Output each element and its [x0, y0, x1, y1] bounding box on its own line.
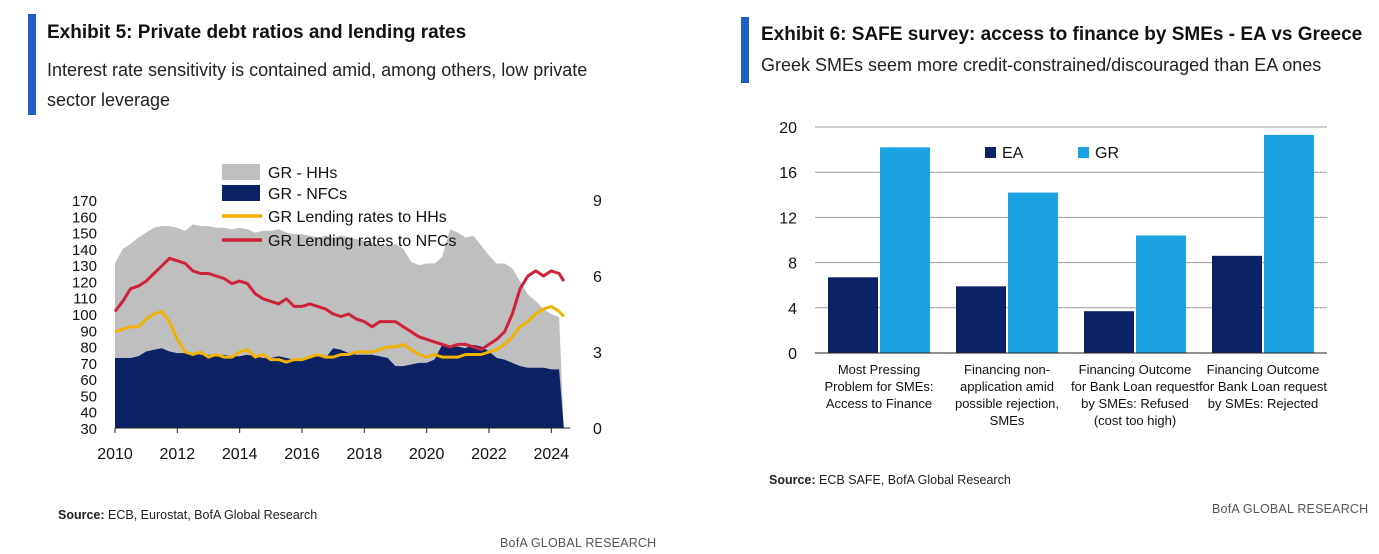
series-line-rates-nfcs — [113, 256, 566, 351]
bar-gr — [1008, 192, 1058, 353]
y-tick-label: 8 — [788, 256, 797, 273]
bar-gr — [1136, 235, 1186, 353]
y-left-tick-label: 70 — [80, 356, 97, 373]
x-tick-label: 2016 — [284, 446, 320, 463]
legend-label: GR Lending rates to HHs — [268, 209, 447, 226]
y-right-tick-label: 0 — [593, 421, 602, 438]
bar-gr — [1264, 134, 1314, 353]
y-left-tick-label: 120 — [72, 274, 97, 291]
source-note: Source: ECB, Eurostat, BofA Global Resea… — [58, 508, 317, 522]
exhibit-6-panel: Exhibit 6: SAFE survey: access to financ… — [700, 0, 1379, 554]
x-category-label: for Bank Loan request — [1071, 379, 1199, 394]
y-left-tick-label: 130 — [72, 258, 97, 275]
y-tick-label: 4 — [788, 301, 797, 318]
y-left-tick-label: 30 — [80, 421, 97, 438]
x-tick-label: 2010 — [97, 446, 133, 463]
y-left-tick-label: 110 — [73, 291, 97, 308]
y-tick-label: 16 — [779, 165, 797, 182]
x-tick-label: 2020 — [409, 446, 445, 463]
y-tick-label: 0 — [788, 346, 797, 363]
bar-ea — [828, 277, 878, 353]
legend-label: GR - HHs — [268, 165, 337, 182]
footer-brand: BofA GLOBAL RESEARCH — [500, 536, 657, 550]
x-tick-label: 2022 — [471, 446, 507, 463]
legend-swatch — [222, 164, 260, 180]
footer-brand: BofA GLOBAL RESEARCH — [1212, 502, 1369, 516]
bar-ea — [1212, 255, 1262, 353]
y-left-tick-label: 150 — [72, 226, 97, 243]
legend-label: GR - NFCs — [268, 186, 347, 203]
y-tick-label: 12 — [779, 210, 797, 227]
x-category-label: Problem for SMEs: — [824, 379, 933, 394]
y-left-tick-label: 160 — [72, 209, 97, 226]
x-category-label: for Bank Loan request — [1199, 379, 1327, 394]
y-left-tick-label: 170 — [72, 193, 97, 210]
bar-ea — [1084, 311, 1134, 353]
x-category-label: Financing Outcome — [1207, 362, 1320, 377]
x-tick-label: 2024 — [534, 446, 570, 463]
y-left-tick-label: 40 — [80, 405, 97, 422]
safe-survey-chart: 0 4 8 12 16 20 Most Pressing Problem for SMEs: A… — [779, 120, 1327, 428]
source-text: ECB, Eurostat, BofA Global Research — [108, 508, 318, 522]
legend-swatch — [1078, 147, 1089, 158]
y-left-tick-label: 90 — [80, 323, 97, 340]
x-category-label: (cost too high) — [1094, 413, 1176, 428]
legend-swatch — [222, 185, 260, 201]
y-tick-label: 20 — [779, 120, 797, 137]
y-left-tick-label: 50 — [80, 388, 97, 405]
y-right-tick-label: 3 — [593, 345, 602, 362]
x-tick-label: 2018 — [347, 446, 383, 463]
title-accent-bar — [28, 14, 36, 115]
legend-label: GR Lending rates to NFCs — [268, 233, 457, 250]
exhibit-subtitle: Greek SMEs seem more credit-constrained/… — [761, 55, 1322, 75]
bar-gr — [880, 147, 930, 353]
series-line-rates-hhs — [114, 304, 565, 364]
x-category-label: by SMEs: Refused — [1081, 396, 1189, 411]
x-category-label: Access to Finance — [826, 396, 932, 411]
exhibit-title: Exhibit 5: Private debt ratios and lendi… — [47, 22, 467, 43]
debt-rates-chart: 2010 2012 2014 2016 2018 2020 2022 202430405060… — [72, 164, 602, 463]
legend-label: EA — [1002, 145, 1024, 162]
x-category-label: by SMEs: Rejected — [1208, 396, 1319, 411]
exhibit-subtitle: Interest rate sensitivity is contained a… — [47, 60, 588, 110]
exhibit-title: Exhibit 6: SAFE survey: access to financ… — [761, 24, 1363, 45]
x-category-label: possible rejection, — [955, 396, 1059, 411]
x-tick-label: 2012 — [160, 446, 196, 463]
source-label: Source: — [58, 508, 105, 522]
y-right-tick-label: 6 — [593, 269, 602, 286]
x-category-label: Financing non- — [964, 362, 1050, 377]
x-category-label: Most Pressing — [838, 362, 920, 377]
y-left-tick-label: 60 — [80, 372, 97, 389]
x-category-label: Financing Outcome — [1079, 362, 1192, 377]
x-category-label: application amid — [960, 379, 1054, 394]
x-tick-label: 2014 — [222, 446, 258, 463]
y-left-tick-label: 100 — [72, 307, 97, 324]
bar-ea — [956, 286, 1006, 353]
title-accent-bar — [741, 17, 749, 83]
x-category-label: SMEs — [990, 413, 1025, 428]
series-area-gr-nfcs — [115, 344, 564, 428]
legend-label: GR — [1095, 145, 1119, 162]
y-left-tick-label: 140 — [72, 242, 97, 259]
y-right-tick-label: 9 — [593, 193, 602, 210]
legend-swatch — [985, 147, 996, 158]
y-left-tick-label: 80 — [80, 340, 97, 357]
exhibit-5-panel: Exhibit 5: Private debt ratios and lendi… — [0, 0, 680, 554]
source-label: Source: — [769, 473, 816, 487]
source-text: ECB SAFE, BofA Global Research — [819, 473, 1011, 487]
source-note: Source: ECB SAFE, BofA Global Research — [769, 473, 1011, 487]
